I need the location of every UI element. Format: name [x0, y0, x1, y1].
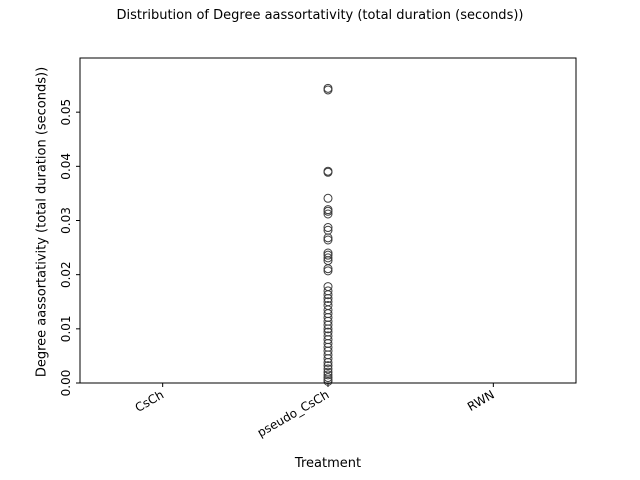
y-tick-label: 0.03 [59, 207, 73, 234]
outlier-point [323, 85, 333, 95]
y-tick-label: 0.05 [59, 99, 73, 126]
outlier-point [323, 320, 333, 330]
chart-title: Distribution of Degree aassortativity (t… [116, 8, 524, 23]
outlier-point [323, 361, 333, 371]
outlier-point [323, 357, 333, 367]
outlier-point [323, 193, 333, 203]
y-tick-label: 0.00 [59, 370, 73, 397]
outlier-point [323, 235, 333, 245]
outlier-point [323, 264, 333, 274]
outlier-point [323, 266, 333, 276]
outlier-point [323, 206, 333, 216]
y-tick-label: 0.04 [59, 153, 73, 180]
y-axis-label: Degree aassortativity (total duration (s… [34, 66, 50, 378]
y-axis: 0.00 0.01 0.02 0.03 0.04 0.05 [59, 99, 80, 397]
x-axis: CsCh pseudo_CsCh RWN [133, 383, 497, 440]
outlier-points [323, 83, 333, 386]
outlier-point [323, 209, 333, 219]
outlier-point [323, 354, 333, 364]
outlier-point [323, 223, 333, 233]
outlier-point [323, 324, 333, 334]
x-axis-label: Treatment [294, 456, 362, 471]
x-tick-label: RWN [465, 387, 497, 413]
outlier-point [323, 167, 333, 177]
outlier-point [323, 364, 333, 374]
x-tick-label: CsCh [133, 387, 167, 414]
outlier-point [323, 373, 333, 383]
outlier-point [323, 370, 333, 380]
y-tick-label: 0.02 [59, 261, 73, 288]
outlier-point [323, 376, 333, 386]
x-tick-label: pseudo_CsCh [255, 387, 332, 439]
outlier-point [323, 253, 333, 263]
axes-frame [79, 57, 577, 384]
outlier-point [323, 233, 333, 243]
y-tick-label: 0.01 [59, 315, 73, 342]
outlier-point [323, 290, 333, 300]
outlier-point [323, 250, 333, 260]
outlier-point [323, 294, 333, 303]
